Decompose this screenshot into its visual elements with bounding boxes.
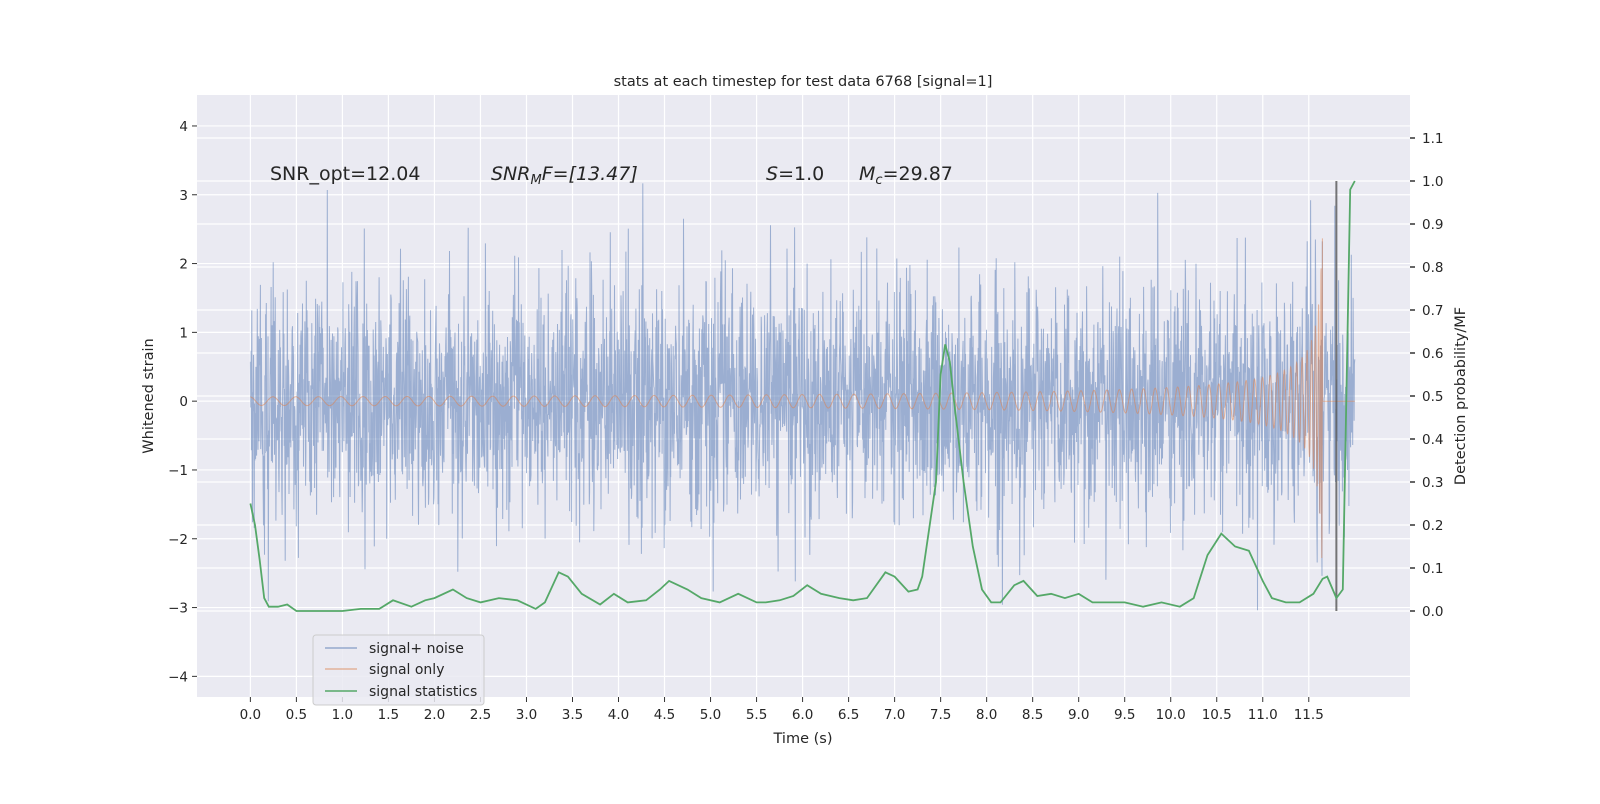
x-tick-label: 3.0 (516, 707, 537, 723)
y-tick-label: −2 (168, 532, 188, 548)
grid (197, 95, 1410, 697)
snr-mf-main: SNR (491, 163, 530, 185)
right-tick-label: 1.1 (1422, 131, 1443, 147)
x-axis-label: Time (s) (773, 731, 833, 747)
legend-box (312, 634, 485, 706)
right-tick-label: 1.0 (1422, 174, 1443, 190)
s-main: S (766, 163, 778, 185)
x-tick-label: 1.0 (332, 707, 353, 723)
mc-sub: c (875, 173, 882, 188)
y-tick-label: −1 (168, 463, 188, 479)
right-tick-label: 0.3 (1422, 475, 1443, 491)
right-axis-ticks: 1.1 1.0 0.9 0.8 0.7 0.6 0.5 0.4 0.3 0.2 0.1 0.0 (1410, 131, 1443, 620)
annotation-mc: Mc=29.87 (859, 163, 953, 188)
y-tick-label: 1 (179, 325, 188, 341)
x-tick-label: 0.5 (286, 707, 307, 723)
right-tick-label: 0.2 (1422, 518, 1443, 534)
x-tick-label: 1.5 (378, 707, 399, 723)
snr-mf-rest: F=[13.47] (542, 163, 638, 185)
y-tick-label: −3 (168, 601, 188, 617)
y-tick-label: −4 (168, 669, 188, 685)
x-tick-label: 4.5 (654, 707, 675, 723)
x-tick-label: 2.5 (470, 707, 491, 723)
x-tick-label: 9.5 (1114, 707, 1135, 723)
y-tick-label: 0 (179, 394, 188, 410)
right-tick-label: 0.0 (1422, 604, 1443, 620)
x-tick-label: 7.5 (930, 707, 951, 723)
x-tick-label: 6.5 (838, 707, 859, 723)
y-axis-ticks: 4 3 2 1 0 −1 −2 −3 −4 (168, 119, 197, 685)
s-rest: =1.0 (778, 163, 824, 185)
right-tick-label: 0.6 (1422, 346, 1443, 362)
annotation-s: S=1.0 (766, 163, 824, 185)
x-tick-label: 8.0 (976, 707, 997, 723)
x-tick-label: 9.0 (1068, 707, 1089, 723)
series-signal-plus-noise (249, 183, 1356, 611)
mc-main: M (859, 163, 875, 185)
legend-label-stats: signal statistics (369, 684, 477, 700)
right-tick-label: 0.4 (1422, 432, 1443, 448)
chart-title: stats at each timestep for test data 676… (614, 74, 993, 90)
snr-mf-sub: M (530, 173, 541, 188)
x-tick-label: 0.0 (240, 707, 261, 723)
legend-label-signal: signal only (369, 662, 444, 678)
y-tick-label: 4 (179, 119, 188, 135)
x-tick-label: 5.5 (746, 707, 767, 723)
mc-rest: =29.87 (883, 163, 953, 185)
x-tick-label: 3.5 (562, 707, 583, 723)
x-tick-label: 8.5 (1022, 707, 1043, 723)
x-tick-label: 11.0 (1248, 707, 1278, 723)
x-tick-label: 10.5 (1202, 707, 1232, 723)
right-tick-label: 0.9 (1422, 217, 1443, 233)
x-tick-label: 11.5 (1294, 707, 1324, 723)
annotation-snr-mf: SNRMF=[13.47] (491, 163, 638, 188)
x-tick-label: 4.0 (608, 707, 629, 723)
right-tick-label: 0.1 (1422, 561, 1443, 577)
x-tick-label: 10.0 (1156, 707, 1186, 723)
x-tick-label: 5.0 (700, 707, 721, 723)
legend-label-noise: signal+ noise (369, 641, 464, 657)
x-tick-label: 7.0 (884, 707, 905, 723)
y-tick-label: 3 (179, 188, 188, 204)
annotation-snr-opt: SNR_opt=12.04 (270, 163, 420, 185)
series-layer (249, 180, 1356, 612)
series-signal-statistics (249, 180, 1356, 612)
series-signal-only (250, 238, 1355, 559)
y-tick-label: 2 (179, 257, 188, 273)
x-tick-label: 6.0 (792, 707, 813, 723)
right-axis-label: Detection probability/MF (1453, 307, 1469, 485)
right-tick-label: 0.5 (1422, 389, 1443, 405)
x-axis-ticks: 0.0 0.5 1.0 1.5 2.0 2.5 3.0 3.5 4.0 4.5 5.0 5.5 6.0 6… (240, 697, 1324, 723)
x-tick-label: 2.0 (424, 707, 445, 723)
right-tick-label: 0.8 (1422, 260, 1443, 276)
right-tick-label: 0.7 (1422, 303, 1443, 319)
y-axis-label: Whitened strain (141, 338, 157, 453)
legend: signal+ noise signal only signal statist… (312, 634, 485, 706)
